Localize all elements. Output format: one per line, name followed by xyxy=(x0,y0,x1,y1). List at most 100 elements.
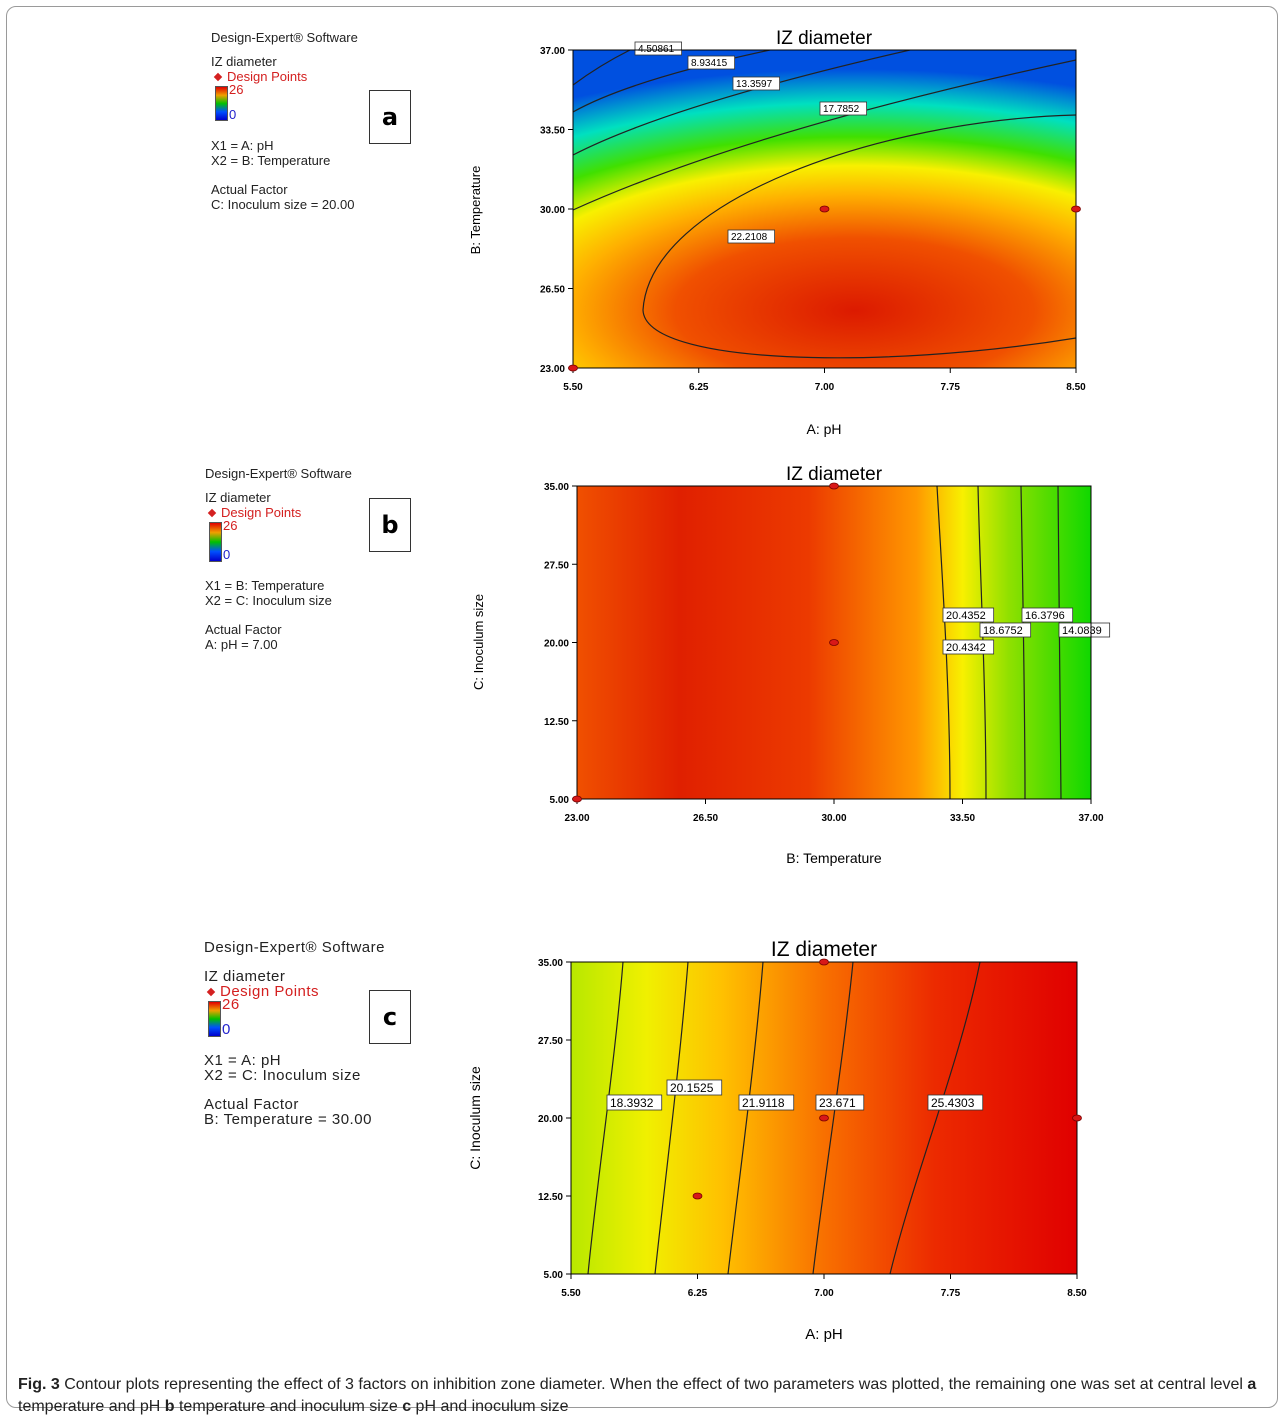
x2-label: X2 = C: Inoculum size xyxy=(204,1067,361,1084)
contour-label-box xyxy=(815,1094,865,1111)
x-tick-label: 7.75 xyxy=(941,1288,961,1299)
contour-label-box xyxy=(732,76,780,91)
actual-factor-title: Actual Factor xyxy=(204,1096,299,1113)
actual-factor-value: B: Temperature = 30.00 xyxy=(204,1111,372,1128)
caption-b-text: temperature and inoculum size xyxy=(174,1398,403,1415)
caption-panel-b: b xyxy=(164,1398,175,1415)
x2-label: X2 = B: Temperature xyxy=(211,153,331,168)
color-bar xyxy=(215,86,228,121)
caption-panel-a: a xyxy=(1247,1376,1257,1393)
legend-panel-a: Design-Expert® Software IZ diameter Desi… xyxy=(211,30,358,212)
scale-high: 26 xyxy=(223,518,238,533)
contour-line xyxy=(573,50,771,113)
contour-label: 8.93415 xyxy=(691,58,728,69)
y-tick-label: 35.00 xyxy=(538,958,563,969)
contour-label: 20.4352 xyxy=(946,610,986,622)
design-point xyxy=(1072,1114,1082,1122)
caption-panel-c: c xyxy=(402,1398,412,1415)
y-tick-label: 12.50 xyxy=(544,717,569,728)
design-points-label: Design Points xyxy=(227,69,308,84)
y-tick-label: 35.00 xyxy=(544,482,569,493)
contour-label-box xyxy=(942,607,995,623)
panel-tag-c: c xyxy=(369,990,411,1044)
contour-label: 22.2108 xyxy=(731,232,768,243)
color-scale: 26 0 xyxy=(204,997,385,1039)
contour-label: 21.9118 xyxy=(742,1096,785,1110)
contour-line xyxy=(936,486,951,799)
contour-plot-a: IZ diameter 4.508618.9341513.359717.7852… xyxy=(468,28,1086,437)
contour-label: 25.4303 xyxy=(931,1096,975,1110)
y-tick-label: 33.50 xyxy=(540,126,565,137)
contour-label-box xyxy=(1021,607,1074,623)
y-tick-label: 27.50 xyxy=(544,560,569,571)
design-points-legend: Design Points xyxy=(204,984,385,999)
caption-a-text: temperature and pH xyxy=(18,1398,165,1415)
software-label: Design-Expert® Software xyxy=(205,466,352,481)
y-tick-label: 30.00 xyxy=(540,205,565,216)
x2-label: X2 = C: Inoculum size xyxy=(205,593,332,608)
y-tick-label: 5.00 xyxy=(544,1270,564,1281)
figure-frame xyxy=(6,6,1278,1408)
contour-line xyxy=(1020,486,1026,799)
contour-line xyxy=(812,962,854,1274)
x-tick-label: 33.50 xyxy=(950,813,975,824)
y-tick-label: 23.00 xyxy=(540,364,565,375)
design-points-legend: Design Points xyxy=(211,69,358,84)
x1-label: X1 = A: pH xyxy=(211,138,274,153)
contour-label: 18.3932 xyxy=(610,1096,654,1110)
contour-label-box xyxy=(666,1079,723,1096)
contour-label-box xyxy=(927,1094,984,1111)
contour-label-box xyxy=(738,1094,795,1111)
caption-text: Contour plots representing the effect of… xyxy=(59,1376,1248,1393)
contour-plot-c: IZ diameter 18.3932 20.1525 21.9118 23.671 2… xyxy=(467,938,1087,1343)
software-label: Design-Expert® Software xyxy=(211,30,358,45)
design-point xyxy=(819,958,829,966)
x-tick-label: 5.50 xyxy=(563,382,583,393)
contour-label: 20.1525 xyxy=(670,1081,714,1095)
contour-label-box xyxy=(727,229,775,244)
design-points-legend: Design Points xyxy=(205,505,352,520)
fig-label: Fig. 3 xyxy=(18,1376,60,1393)
x1-label: X1 = A: pH xyxy=(204,1052,282,1069)
y-tick-label: 26.50 xyxy=(540,285,565,296)
software-label: Design-Expert® Software xyxy=(204,939,385,956)
diamond-icon xyxy=(206,987,216,997)
contour-line xyxy=(573,50,631,86)
contour-label-box xyxy=(942,639,995,655)
color-scale: 26 0 xyxy=(211,82,358,124)
chart-title: IZ diameter xyxy=(771,938,877,961)
scale-low: 0 xyxy=(222,1021,231,1038)
x-tick-label: 26.50 xyxy=(693,813,718,824)
x-tick-label: 7.00 xyxy=(815,382,835,393)
x-axis-label: A: pH xyxy=(806,421,841,437)
design-point xyxy=(572,795,582,803)
y-tick-label: 12.50 xyxy=(538,1192,563,1203)
design-point xyxy=(1071,205,1081,213)
design-point xyxy=(568,364,578,372)
contour-label-box xyxy=(606,1094,663,1111)
contour-label-box xyxy=(687,55,735,70)
x-tick-label: 8.50 xyxy=(1067,1288,1087,1299)
actual-factor-value: C: Inoculum size = 20.00 xyxy=(211,197,355,212)
y-axis-label: B: Temperature xyxy=(468,166,483,255)
x-tick-label: 37.00 xyxy=(1078,813,1103,824)
contour-label-box xyxy=(634,41,682,56)
design-point xyxy=(692,1192,703,1200)
y-tick-label: 27.50 xyxy=(538,1036,563,1047)
contour-label-box xyxy=(979,622,1032,638)
contour-label-box xyxy=(819,101,867,116)
x-tick-label: 23.00 xyxy=(564,813,589,824)
contour-label: 23.671 xyxy=(819,1096,856,1110)
color-bar xyxy=(209,522,222,562)
x1-label: X1 = B: Temperature xyxy=(205,578,325,593)
contour-label-box xyxy=(1058,622,1111,638)
y-tick-label: 37.00 xyxy=(540,46,565,57)
y-tick-label: 5.00 xyxy=(550,795,570,806)
diamond-icon xyxy=(207,508,217,518)
y-tick-label: 20.00 xyxy=(544,639,569,650)
design-point xyxy=(829,639,839,646)
y-tick-label: 20.00 xyxy=(538,1114,563,1125)
chart-title: IZ diameter xyxy=(776,28,873,49)
contour-label: 18.6752 xyxy=(983,625,1023,637)
contour-line xyxy=(889,962,981,1274)
